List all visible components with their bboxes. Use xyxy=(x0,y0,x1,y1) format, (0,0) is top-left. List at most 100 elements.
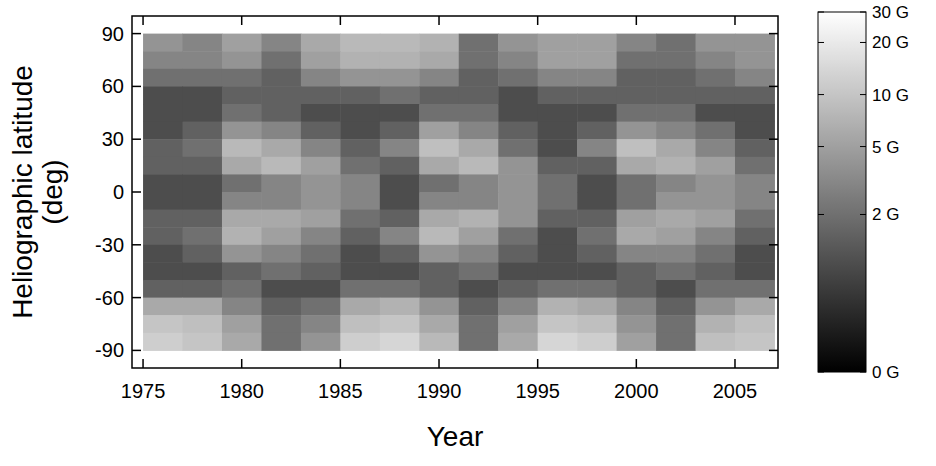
cell xyxy=(380,51,420,69)
cell xyxy=(617,34,657,52)
y-tick xyxy=(769,86,778,88)
cell xyxy=(617,262,657,280)
color-tick xyxy=(818,12,824,13)
cell xyxy=(696,245,736,263)
cell xyxy=(340,34,380,52)
cell xyxy=(735,122,775,140)
cell xyxy=(696,298,736,316)
cell xyxy=(735,227,775,245)
cell xyxy=(301,174,341,192)
cell xyxy=(340,315,380,333)
cell xyxy=(340,104,380,122)
cell xyxy=(301,315,341,333)
cell xyxy=(261,104,301,122)
x-tick xyxy=(340,16,342,25)
cell xyxy=(419,280,459,298)
cell xyxy=(459,157,499,175)
cell xyxy=(498,104,538,122)
cell xyxy=(143,262,183,280)
cell xyxy=(261,174,301,192)
cell xyxy=(459,174,499,192)
cell xyxy=(538,298,578,316)
cell xyxy=(143,122,183,140)
cell xyxy=(419,139,459,157)
color-tick xyxy=(860,12,866,13)
cell xyxy=(538,315,578,333)
cell xyxy=(577,245,617,263)
cell xyxy=(459,210,499,228)
cell xyxy=(183,210,223,228)
cell xyxy=(380,333,420,351)
x-tick xyxy=(340,359,342,368)
cell xyxy=(143,227,183,245)
cell xyxy=(340,157,380,175)
x-tick xyxy=(537,359,539,368)
cell xyxy=(143,333,183,351)
y-tick xyxy=(769,297,778,299)
cell xyxy=(656,139,696,157)
cell xyxy=(696,104,736,122)
cell xyxy=(696,333,736,351)
cell xyxy=(261,280,301,298)
y-tick-label: 30 xyxy=(102,128,124,150)
cell xyxy=(617,174,657,192)
cell xyxy=(261,51,301,69)
cell xyxy=(183,104,223,122)
chart: 1975198019851990199520002005-90-60-30030… xyxy=(0,0,936,466)
cell xyxy=(735,210,775,228)
cell xyxy=(143,86,183,104)
cell xyxy=(143,245,183,263)
y-tick-label: -60 xyxy=(95,287,124,309)
y-tick xyxy=(769,33,778,35)
cell xyxy=(222,34,262,52)
cell xyxy=(656,157,696,175)
cell xyxy=(696,315,736,333)
heatmap-cells xyxy=(143,34,775,351)
cell xyxy=(143,280,183,298)
cell xyxy=(143,69,183,87)
cell xyxy=(735,280,775,298)
y-tick xyxy=(132,33,141,35)
cell xyxy=(538,245,578,263)
cell xyxy=(222,104,262,122)
cell xyxy=(143,139,183,157)
color-tick xyxy=(860,94,866,95)
cell xyxy=(617,210,657,228)
cell xyxy=(656,174,696,192)
cell xyxy=(222,122,262,140)
cell xyxy=(143,192,183,210)
cell xyxy=(459,280,499,298)
cell xyxy=(301,192,341,210)
cell xyxy=(143,210,183,228)
cell xyxy=(301,333,341,351)
cell xyxy=(301,157,341,175)
cell xyxy=(577,69,617,87)
cell xyxy=(261,245,301,263)
cell xyxy=(656,245,696,263)
cell xyxy=(143,34,183,52)
color-bar xyxy=(818,12,866,372)
cell xyxy=(222,298,262,316)
x-axis-title: Year xyxy=(427,421,484,452)
cell xyxy=(261,192,301,210)
cell xyxy=(261,315,301,333)
cell xyxy=(183,174,223,192)
cell xyxy=(696,51,736,69)
cell xyxy=(656,227,696,245)
cell xyxy=(340,86,380,104)
cell xyxy=(380,34,420,52)
cell xyxy=(735,157,775,175)
cell xyxy=(577,122,617,140)
cell xyxy=(459,34,499,52)
x-tick-label: 2005 xyxy=(713,380,758,402)
cell xyxy=(301,210,341,228)
cell xyxy=(380,262,420,280)
cell xyxy=(380,280,420,298)
cell xyxy=(498,157,538,175)
cell xyxy=(538,69,578,87)
cell xyxy=(656,280,696,298)
cell xyxy=(538,139,578,157)
cell xyxy=(301,298,341,316)
cell xyxy=(419,298,459,316)
y-tick xyxy=(132,191,141,193)
